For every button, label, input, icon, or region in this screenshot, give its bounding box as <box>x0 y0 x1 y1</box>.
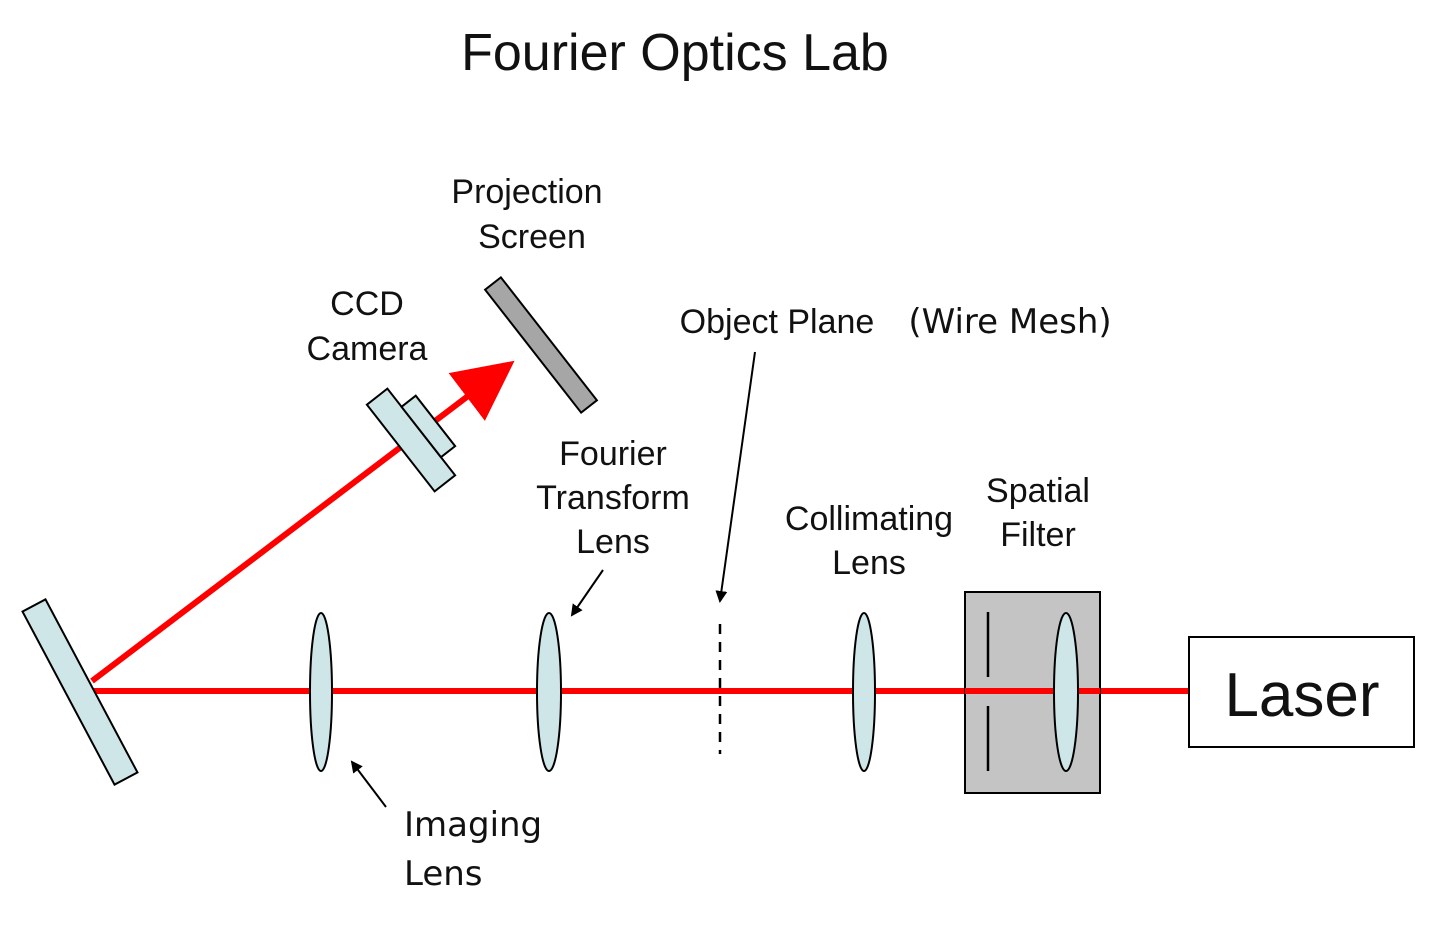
fourier-transform-lens <box>536 612 562 772</box>
spatial-filter-label-line1: Spatial <box>986 472 1090 510</box>
imaging-lens <box>309 612 333 772</box>
diagram-title: Fourier Optics Lab <box>461 24 889 82</box>
fourier-lens-label-line3: Lens <box>576 523 650 561</box>
object-plane-label: Object Plane <box>680 303 875 341</box>
ccd-camera-label-line1: CCD <box>330 285 404 323</box>
fourier-lens-pointer <box>570 569 604 617</box>
projection-screen-label-line2: Screen <box>478 218 586 256</box>
ccd-camera <box>365 387 457 493</box>
fourier-lens-label-line1: Fourier <box>559 435 667 473</box>
spatial-filter <box>964 591 1101 794</box>
mirror <box>21 598 139 786</box>
collimating-lens-label-line1: Collimating <box>785 500 953 538</box>
object-plane-pointer <box>715 351 756 603</box>
reflected-beam <box>90 360 515 684</box>
ccd-camera-label-line2: Camera <box>307 330 428 368</box>
wire-mesh-label: (Wire Mesh) <box>908 302 1111 342</box>
imaging-lens-label-line1: Imaging <box>404 805 542 845</box>
imaging-lens-pointer <box>350 760 387 808</box>
laser-box <box>1188 636 1415 748</box>
spatial-filter-label-line2: Filter <box>1000 516 1076 554</box>
imaging-lens-label-line2: Lens <box>404 854 483 894</box>
fourier-lens-label-line2: Transform <box>536 479 690 517</box>
projection-screen <box>483 275 599 415</box>
collimating-lens-label-line2: Lens <box>832 544 906 582</box>
projection-screen-label-line1: Projection <box>451 173 602 211</box>
laser-label: Laser <box>1224 661 1379 730</box>
collimating-lens <box>852 612 876 772</box>
